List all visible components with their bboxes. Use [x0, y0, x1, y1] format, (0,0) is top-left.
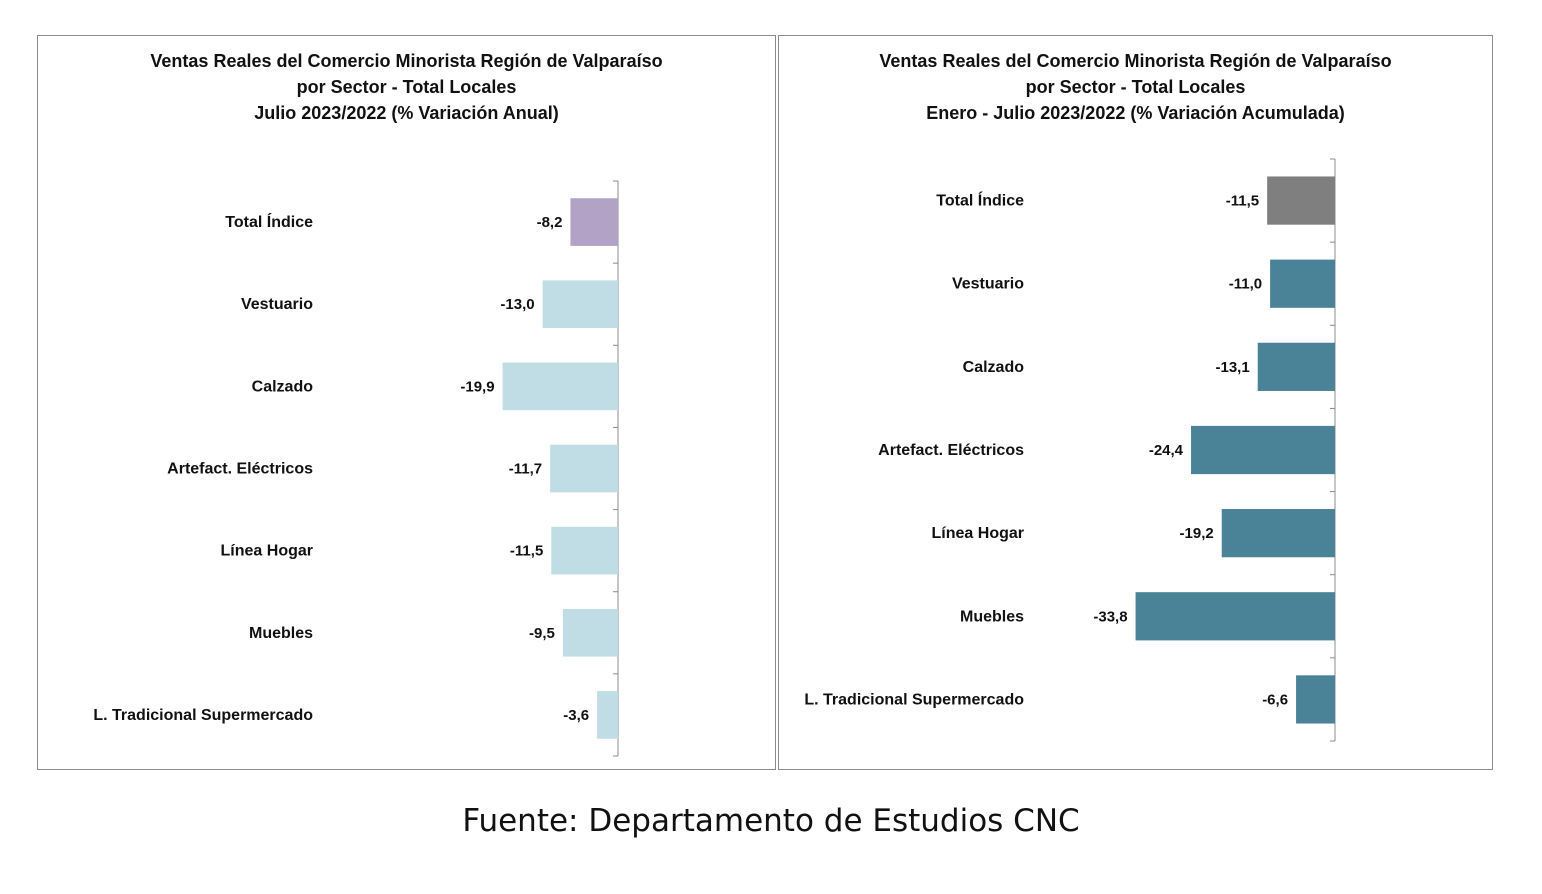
chart-title-annual: Ventas Reales del Comercio Minorista Reg…	[38, 48, 775, 126]
data-label: -33,8	[1093, 608, 1127, 625]
category-label: Total Índice	[225, 212, 313, 231]
bar-chart-cumulative: -11,5 Total Índice -11,0 Vestuario -13,1 Calz…	[804, 158, 1336, 742]
chart-title-line-1: Ventas Reales del Comercio Minorista Reg…	[879, 51, 1392, 71]
chart-title-line-3: Enero - Julio 2023/2022 (% Variación Acu…	[926, 103, 1345, 123]
bar	[1135, 592, 1335, 641]
category-label: Artefact. Eléctricos	[167, 461, 313, 478]
bar	[1191, 425, 1335, 475]
chart-title-cumulative: Ventas Reales del Comercio Minorista Reg…	[779, 48, 1492, 126]
chart-title-line-2: por Sector - Total Locales	[1025, 77, 1246, 97]
bar	[570, 198, 618, 246]
data-label: -8,2	[537, 214, 563, 231]
category-label: Vestuario	[241, 296, 313, 313]
source-note: Fuente: Departamento de Estudios CNC	[462, 803, 1080, 839]
chart-title-line-2: por Sector - Total Locales	[296, 77, 517, 97]
data-label: -11,5	[1226, 193, 1259, 210]
data-label: -19,2	[1180, 525, 1214, 542]
chart-panel-cumulative: Ventas Reales del Comercio Minorista Reg…	[778, 35, 1493, 770]
data-label: -13,0	[500, 296, 534, 313]
category-label: Línea Hogar	[932, 525, 1024, 542]
data-label: -13,1	[1216, 359, 1250, 376]
data-label: -11,5	[510, 543, 543, 560]
bar	[1257, 342, 1335, 391]
category-label: Artefact. Eléctricos	[878, 442, 1024, 459]
category-label: Muebles	[960, 608, 1024, 625]
bar	[597, 691, 618, 739]
bar-chart-annual: -8,2 Total Índice -13,0 Vestuario -19,9 Calza…	[93, 180, 619, 757]
bar	[1267, 176, 1335, 225]
bar	[542, 280, 618, 329]
category-label: L. Tradicional Supermercado	[804, 691, 1024, 708]
data-label: -24,4	[1149, 442, 1184, 459]
data-label: -11,7	[509, 461, 542, 478]
category-label: Línea Hogar	[221, 543, 313, 560]
bar	[551, 526, 618, 575]
category-label: Total Índice	[936, 191, 1024, 210]
category-label: L. Tradicional Supermercado	[93, 707, 313, 724]
bar	[1221, 509, 1335, 558]
bar	[502, 362, 618, 411]
category-label: Calzado	[252, 378, 314, 395]
bar	[1270, 259, 1335, 308]
category-label: Vestuario	[952, 276, 1024, 293]
data-label: -19,9	[460, 378, 494, 395]
chart-title-line-1: Ventas Reales del Comercio Minorista Reg…	[150, 51, 663, 71]
category-label: Muebles	[249, 625, 313, 642]
category-label: Calzado	[963, 359, 1025, 376]
chart-title-line-3: Julio 2023/2022 (% Variación Anual)	[254, 103, 559, 123]
chart-panel-annual: Ventas Reales del Comercio Minorista Reg…	[37, 35, 776, 770]
data-label: -9,5	[529, 625, 555, 642]
bar	[550, 444, 618, 493]
bar	[562, 608, 618, 657]
data-label: -6,6	[1262, 691, 1288, 708]
bar	[1296, 675, 1335, 724]
data-label: -3,6	[563, 707, 589, 724]
data-label: -11,0	[1229, 276, 1262, 293]
